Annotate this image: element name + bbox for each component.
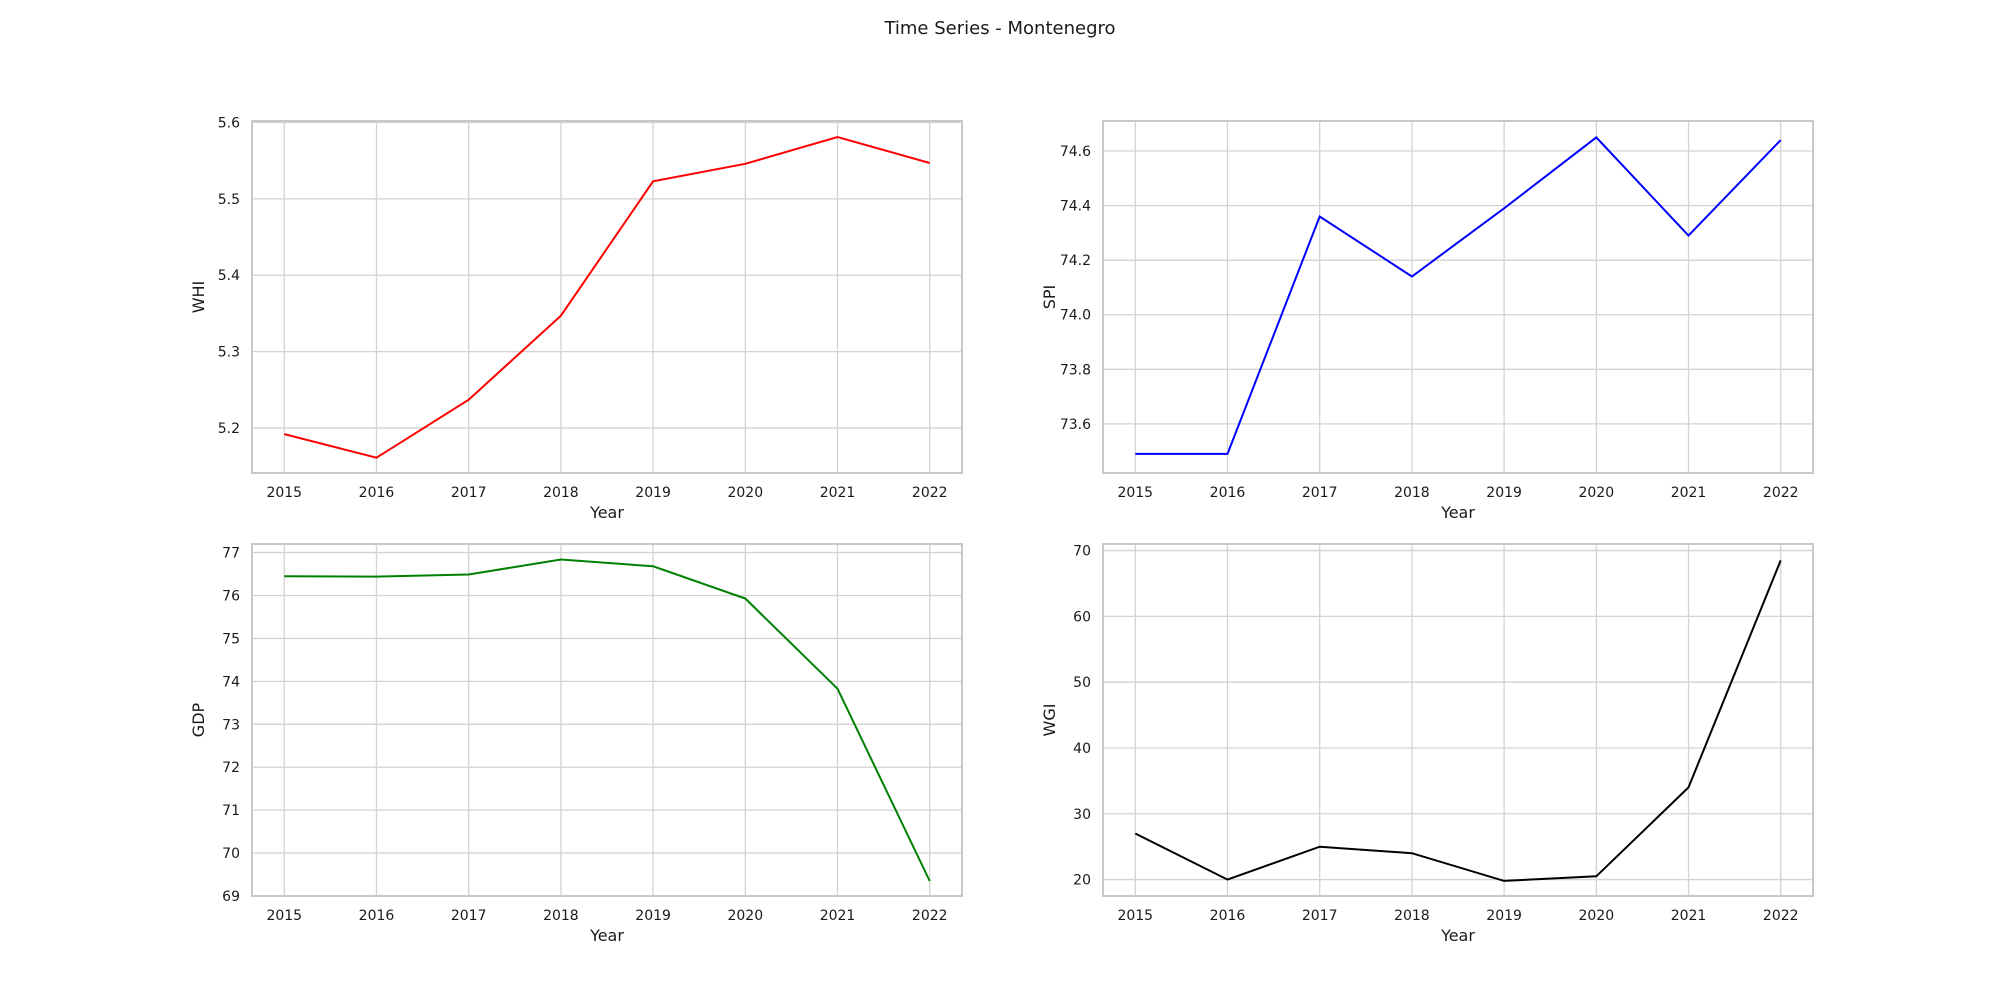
wgi-series-line (1134, 560, 1782, 882)
whi-x-tick-label: 2018 (543, 485, 579, 501)
wgi-x-axis-label: Year (1440, 926, 1475, 945)
spi-x-tick-label: 2020 (1578, 485, 1614, 501)
spi-x-tick-label: 2018 (1394, 485, 1430, 501)
whi-y-tick-label: 5.3 (218, 345, 240, 361)
spi-x-tick-label: 2015 (1117, 485, 1153, 501)
chart-panel-wgi: 2015 2016 2017 2018 2019 2020 2021 2022 20 30 40 50… (1040, 543, 1814, 945)
gdp-y-tick-label: 74 (222, 674, 240, 690)
wgi-x-tick-label: 2015 (1117, 908, 1153, 924)
gdp-x-tick-label: 2021 (820, 908, 856, 924)
spi-x-tick-label: 2019 (1486, 485, 1522, 501)
spi-y-axis-label: SPI (1040, 285, 1059, 310)
spi-y-tick-label: 73.8 (1060, 362, 1091, 378)
wgi-x-tick-label: 2018 (1394, 908, 1430, 924)
gdp-x-tick-label: 2016 (359, 908, 395, 924)
gdp-x-axis-label: Year (589, 926, 624, 945)
gdp-x-tick-label: 2019 (635, 908, 671, 924)
wgi-y-tick-label: 40 (1073, 741, 1091, 757)
spi-y-tick-label: 74.6 (1060, 144, 1091, 160)
gdp-x-tick-label: 2018 (543, 908, 579, 924)
spi-x-tick-label: 2022 (1763, 485, 1799, 501)
spi-x-tick-label: 2017 (1302, 485, 1338, 501)
whi-y-tick-label: 5.4 (218, 268, 240, 284)
wgi-x-tick-label: 2022 (1763, 908, 1799, 924)
gdp-x-tick-label: 2022 (912, 908, 948, 924)
spi-x-axis-label: Year (1440, 503, 1475, 522)
wgi-y-tick-label: 30 (1073, 807, 1091, 823)
whi-x-tick-label: 2015 (266, 485, 302, 501)
whi-x-tick-label: 2020 (727, 485, 763, 501)
whi-series-line (284, 135, 930, 459)
whi-y-tick-label: 5.2 (218, 421, 240, 437)
spi-x-tick-label: 2021 (1671, 485, 1707, 501)
wgi-y-tick-label: 20 (1073, 873, 1091, 889)
chart-panel-spi: 2015 2016 2017 2018 2019 2020 2021 2022 73.6 73.8… (1040, 120, 1814, 522)
whi-y-axis-label: WHI (189, 281, 208, 314)
wgi-y-tick-label: 60 (1073, 609, 1091, 625)
gdp-x-tick-label: 2020 (727, 908, 763, 924)
gdp-y-axis-label: GDP (189, 702, 208, 737)
wgi-x-tick-label: 2021 (1671, 908, 1707, 924)
gdp-series-line (284, 558, 931, 882)
gdp-y-tick-label: 76 (222, 589, 240, 605)
gdp-y-tick-label: 69 (222, 889, 240, 905)
wgi-x-tick-label: 2017 (1302, 908, 1338, 924)
spi-y-tick-label: 74.0 (1060, 308, 1091, 324)
wgi-y-axis-label: WGI (1040, 704, 1059, 737)
whi-plot-frame (251, 120, 963, 474)
gdp-y-tick-label: 75 (222, 631, 240, 647)
chart-panel-whi: 2015 2016 2017 2018 2019 2020 2021 2022 5.2 5.3 5.… (189, 116, 963, 522)
whi-y-tick-label: 5.5 (218, 192, 240, 208)
wgi-x-tick-label: 2020 (1578, 908, 1614, 924)
whi-x-axis-label: Year (589, 503, 624, 522)
whi-x-tick-label: 2021 (820, 485, 856, 501)
figure-title: Time Series - Montenegro (883, 18, 1115, 39)
spi-x-tick-label: 2016 (1210, 485, 1246, 501)
gdp-y-tick-label: 77 (222, 546, 240, 562)
spi-plot-frame (1102, 120, 1814, 474)
wgi-y-tick-label: 50 (1073, 675, 1091, 691)
whi-x-tick-label: 2022 (912, 485, 948, 501)
gdp-y-tick-label: 70 (222, 846, 240, 862)
spi-y-tick-label: 74.4 (1060, 199, 1091, 215)
chart-panel-gdp: 2015 2016 2017 2018 2019 2020 2021 2022 69 70 71 72… (189, 543, 963, 945)
wgi-x-tick-label: 2016 (1210, 908, 1246, 924)
spi-series-line (1135, 136, 1782, 455)
gdp-x-tick-label: 2017 (451, 908, 487, 924)
whi-y-tick-label: 5.6 (218, 116, 240, 132)
whi-x-tick-label: 2016 (359, 485, 395, 501)
spi-y-tick-label: 73.6 (1060, 417, 1091, 433)
spi-y-tick-label: 74.2 (1060, 253, 1091, 269)
gdp-plot-frame (251, 543, 963, 897)
gdp-y-tick-label: 72 (222, 760, 240, 776)
whi-x-tick-label: 2019 (635, 485, 671, 501)
wgi-x-tick-label: 2019 (1486, 908, 1522, 924)
wgi-y-tick-label: 70 (1073, 544, 1091, 560)
gdp-x-tick-label: 2015 (266, 908, 302, 924)
whi-x-tick-label: 2017 (451, 485, 487, 501)
wgi-plot-frame (1102, 543, 1814, 897)
gdp-y-tick-label: 71 (222, 803, 240, 819)
gdp-y-tick-label: 73 (222, 717, 240, 733)
